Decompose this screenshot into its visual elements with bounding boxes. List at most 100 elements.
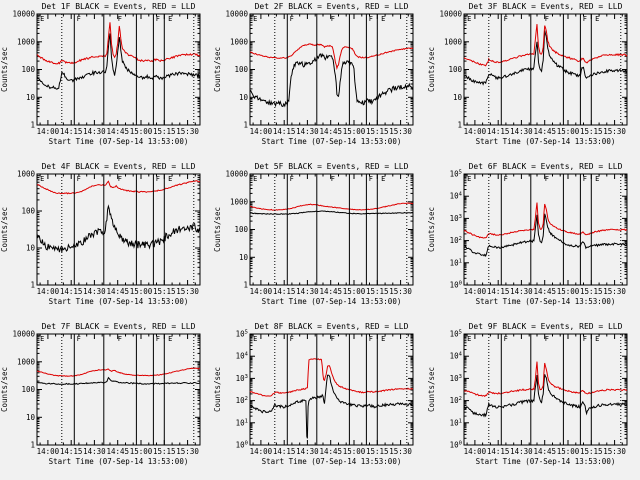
y-axis-label: Counts/sec — [0, 207, 9, 252]
flag-e: E — [467, 175, 471, 183]
flag-f: F — [77, 15, 81, 23]
flag-f: F — [118, 335, 122, 343]
x-axis-label: Start Time (07-Sep-14 13:53:00) — [49, 297, 189, 306]
x-tick-label: 15:00 — [130, 127, 153, 136]
events-curve — [36, 204, 201, 253]
x-tick-label: 15:15 — [366, 287, 389, 296]
y-tick-label: 100 — [21, 65, 35, 74]
plot-det-6f: 14:00 14:15 14:30 14:45 15:00 15:15 15:30 100 10… — [427, 162, 628, 306]
x-tick-label: 14:15 — [60, 447, 83, 456]
flag-e: E — [595, 15, 599, 23]
x-tick-label: 15:15 — [153, 447, 176, 456]
y-tick-label: 10 — [453, 93, 463, 102]
flag-f: F — [118, 175, 122, 183]
lld-curve — [250, 43, 414, 71]
axes-frame — [249, 333, 414, 446]
flag-f: F — [331, 335, 335, 343]
x-tick-label: 15:00 — [130, 287, 153, 296]
y-axis-label: Counts/sec — [213, 367, 222, 412]
y-tick-label: 10 — [26, 413, 36, 422]
x-tick-label: 14:30 — [510, 287, 533, 296]
x-tick-label: 15:15 — [153, 127, 176, 136]
y-tick-label: 1000 — [17, 37, 36, 46]
panel-det-3f: 14:00 14:15 14:30 14:45 15:00 15:15 15:30 1 10 10… — [427, 0, 640, 160]
events-curve — [36, 33, 201, 90]
plot-det-1f: 14:00 14:15 14:30 14:45 15:00 15:15 15:30 1 10 10… — [0, 2, 201, 146]
x-tick-label: 14:45 — [320, 287, 343, 296]
panel-det-7f: 14:00 14:15 14:30 14:45 15:00 15:15 15:30 1 10 10… — [0, 320, 213, 480]
x-tick-label: 15:00 — [556, 447, 579, 456]
flag-e: E — [381, 335, 385, 343]
y-tick-label: 103 — [236, 374, 248, 383]
y-tick-label: 1 — [244, 280, 249, 289]
x-tick-label: 14:00 — [37, 287, 60, 296]
flag-f: F — [156, 15, 160, 23]
plot-det-9f: 14:00 14:15 14:30 14:45 15:00 15:15 15:30 100 10… — [427, 322, 628, 466]
plot-det-5f: 14:00 14:15 14:30 14:45 15:00 15:15 15:30 1 10 10… — [213, 162, 414, 306]
y-axis-label: Counts/sec — [427, 47, 436, 92]
y-tick-label: 100 — [235, 225, 249, 234]
axes-frame — [36, 333, 201, 446]
y-tick-label: 1000 — [17, 357, 36, 366]
y-tick-label: 100 — [235, 65, 249, 74]
plot-det-3f: 14:00 14:15 14:30 14:45 15:00 15:15 15:30 1 10 10… — [427, 2, 628, 146]
flag-e: E — [40, 15, 44, 23]
x-tick-label: 14:15 — [273, 447, 296, 456]
flag-f: F — [290, 335, 294, 343]
events-curve — [463, 30, 628, 86]
x-tick-label: 15:15 — [366, 447, 389, 456]
x-tick-label: 15:00 — [130, 447, 153, 456]
panel-det-4f: 14:00 14:15 14:30 14:45 15:00 15:15 15:30 1 10 10… — [0, 160, 213, 320]
x-tick-label: 14:45 — [106, 287, 129, 296]
x-axis-label: Start Time (07-Sep-14 13:53:00) — [262, 297, 402, 306]
x-axis-label: Start Time (07-Sep-14 13:53:00) — [262, 457, 402, 466]
flag-e: E — [168, 175, 172, 183]
flag-e: E — [40, 335, 44, 343]
flag-f: F — [544, 335, 548, 343]
panel-title: Det 2F BLACK = Events, RED = LLD — [255, 2, 409, 11]
flag-e: E — [253, 175, 257, 183]
x-tick-label: 15:30 — [603, 287, 626, 296]
y-axis-label: Counts/sec — [427, 367, 436, 412]
x-tick-label: 14:45 — [106, 127, 129, 136]
x-tick-label: 14:00 — [463, 287, 486, 296]
x-tick-label: 15:15 — [153, 287, 176, 296]
x-tick-label: 14:45 — [533, 447, 556, 456]
x-tick-label: 14:45 — [320, 447, 343, 456]
x-tick-label: 15:15 — [580, 127, 603, 136]
y-tick-label: 100 — [448, 65, 462, 74]
flag-e: E — [381, 175, 385, 183]
x-tick-label: 14:15 — [273, 127, 296, 136]
flag-f: F — [331, 175, 335, 183]
flag-f: F — [118, 15, 122, 23]
x-tick-label: 14:45 — [533, 127, 556, 136]
flag-f: F — [503, 335, 507, 343]
x-tick-label: 14:45 — [533, 287, 556, 296]
y-tick-label: 1000 — [230, 37, 249, 46]
y-tick-label: 100 — [21, 207, 35, 216]
x-tick-label: 15:30 — [176, 447, 199, 456]
flag-f: F — [369, 175, 373, 183]
flag-f: F — [544, 15, 548, 23]
lld-curve — [463, 202, 627, 239]
y-tick-label: 10000 — [226, 10, 249, 19]
y-tick-label: 1000 — [17, 170, 36, 179]
plot-det-4f: 14:00 14:15 14:30 14:45 15:00 15:15 15:30 1 10 10… — [0, 162, 201, 306]
x-tick-label: 14:00 — [250, 127, 273, 136]
y-tick-label: 102 — [449, 396, 461, 405]
flag-e: E — [467, 15, 471, 23]
flag-e: E — [168, 335, 172, 343]
panel-title: Det 1F BLACK = Events, RED = LLD — [42, 2, 196, 11]
x-tick-label: 15:30 — [176, 127, 199, 136]
x-tick-label: 14:30 — [296, 287, 319, 296]
y-tick-label: 105 — [449, 170, 461, 179]
y-tick-label: 101 — [236, 418, 248, 427]
x-tick-label: 15:30 — [390, 127, 413, 136]
x-tick-label: 14:30 — [296, 447, 319, 456]
events-curve — [36, 376, 201, 386]
x-tick-label: 14:30 — [83, 447, 106, 456]
y-tick-label: 100 — [449, 440, 461, 449]
x-tick-label: 14:15 — [60, 287, 83, 296]
x-tick-label: 15:00 — [343, 447, 366, 456]
